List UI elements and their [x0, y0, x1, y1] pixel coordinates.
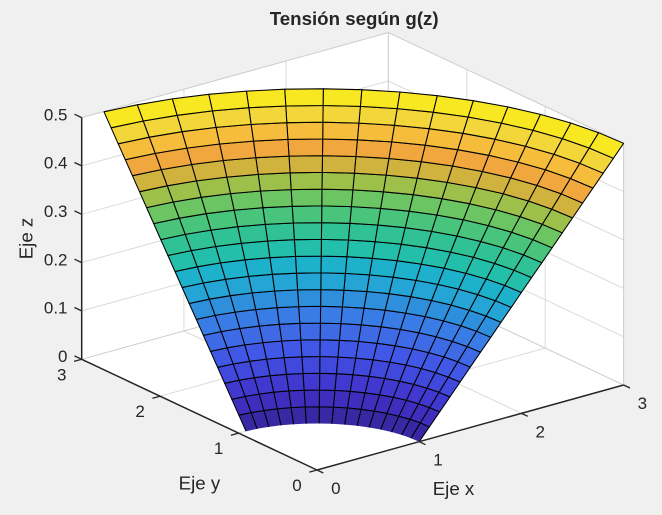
svg-text:1: 1	[214, 439, 223, 458]
svg-text:Tensión según g(z): Tensión según g(z)	[270, 8, 439, 29]
svg-text:2: 2	[535, 422, 544, 441]
svg-text:Eje x: Eje x	[433, 478, 475, 499]
svg-text:0.1: 0.1	[44, 299, 68, 318]
svg-text:3: 3	[638, 394, 647, 413]
svg-text:0: 0	[58, 347, 67, 366]
svg-text:1: 1	[433, 451, 442, 470]
svg-text:0.3: 0.3	[44, 202, 68, 221]
svg-text:0: 0	[292, 476, 301, 495]
svg-text:2: 2	[135, 402, 144, 421]
svg-text:Eje y: Eje y	[179, 473, 221, 494]
svg-text:Eje z: Eje z	[16, 218, 37, 260]
svg-text:0.2: 0.2	[44, 250, 68, 269]
svg-text:0.4: 0.4	[44, 154, 68, 173]
svg-text:3: 3	[57, 365, 66, 384]
svg-text:0.5: 0.5	[44, 105, 68, 124]
svg-text:0: 0	[331, 479, 340, 498]
